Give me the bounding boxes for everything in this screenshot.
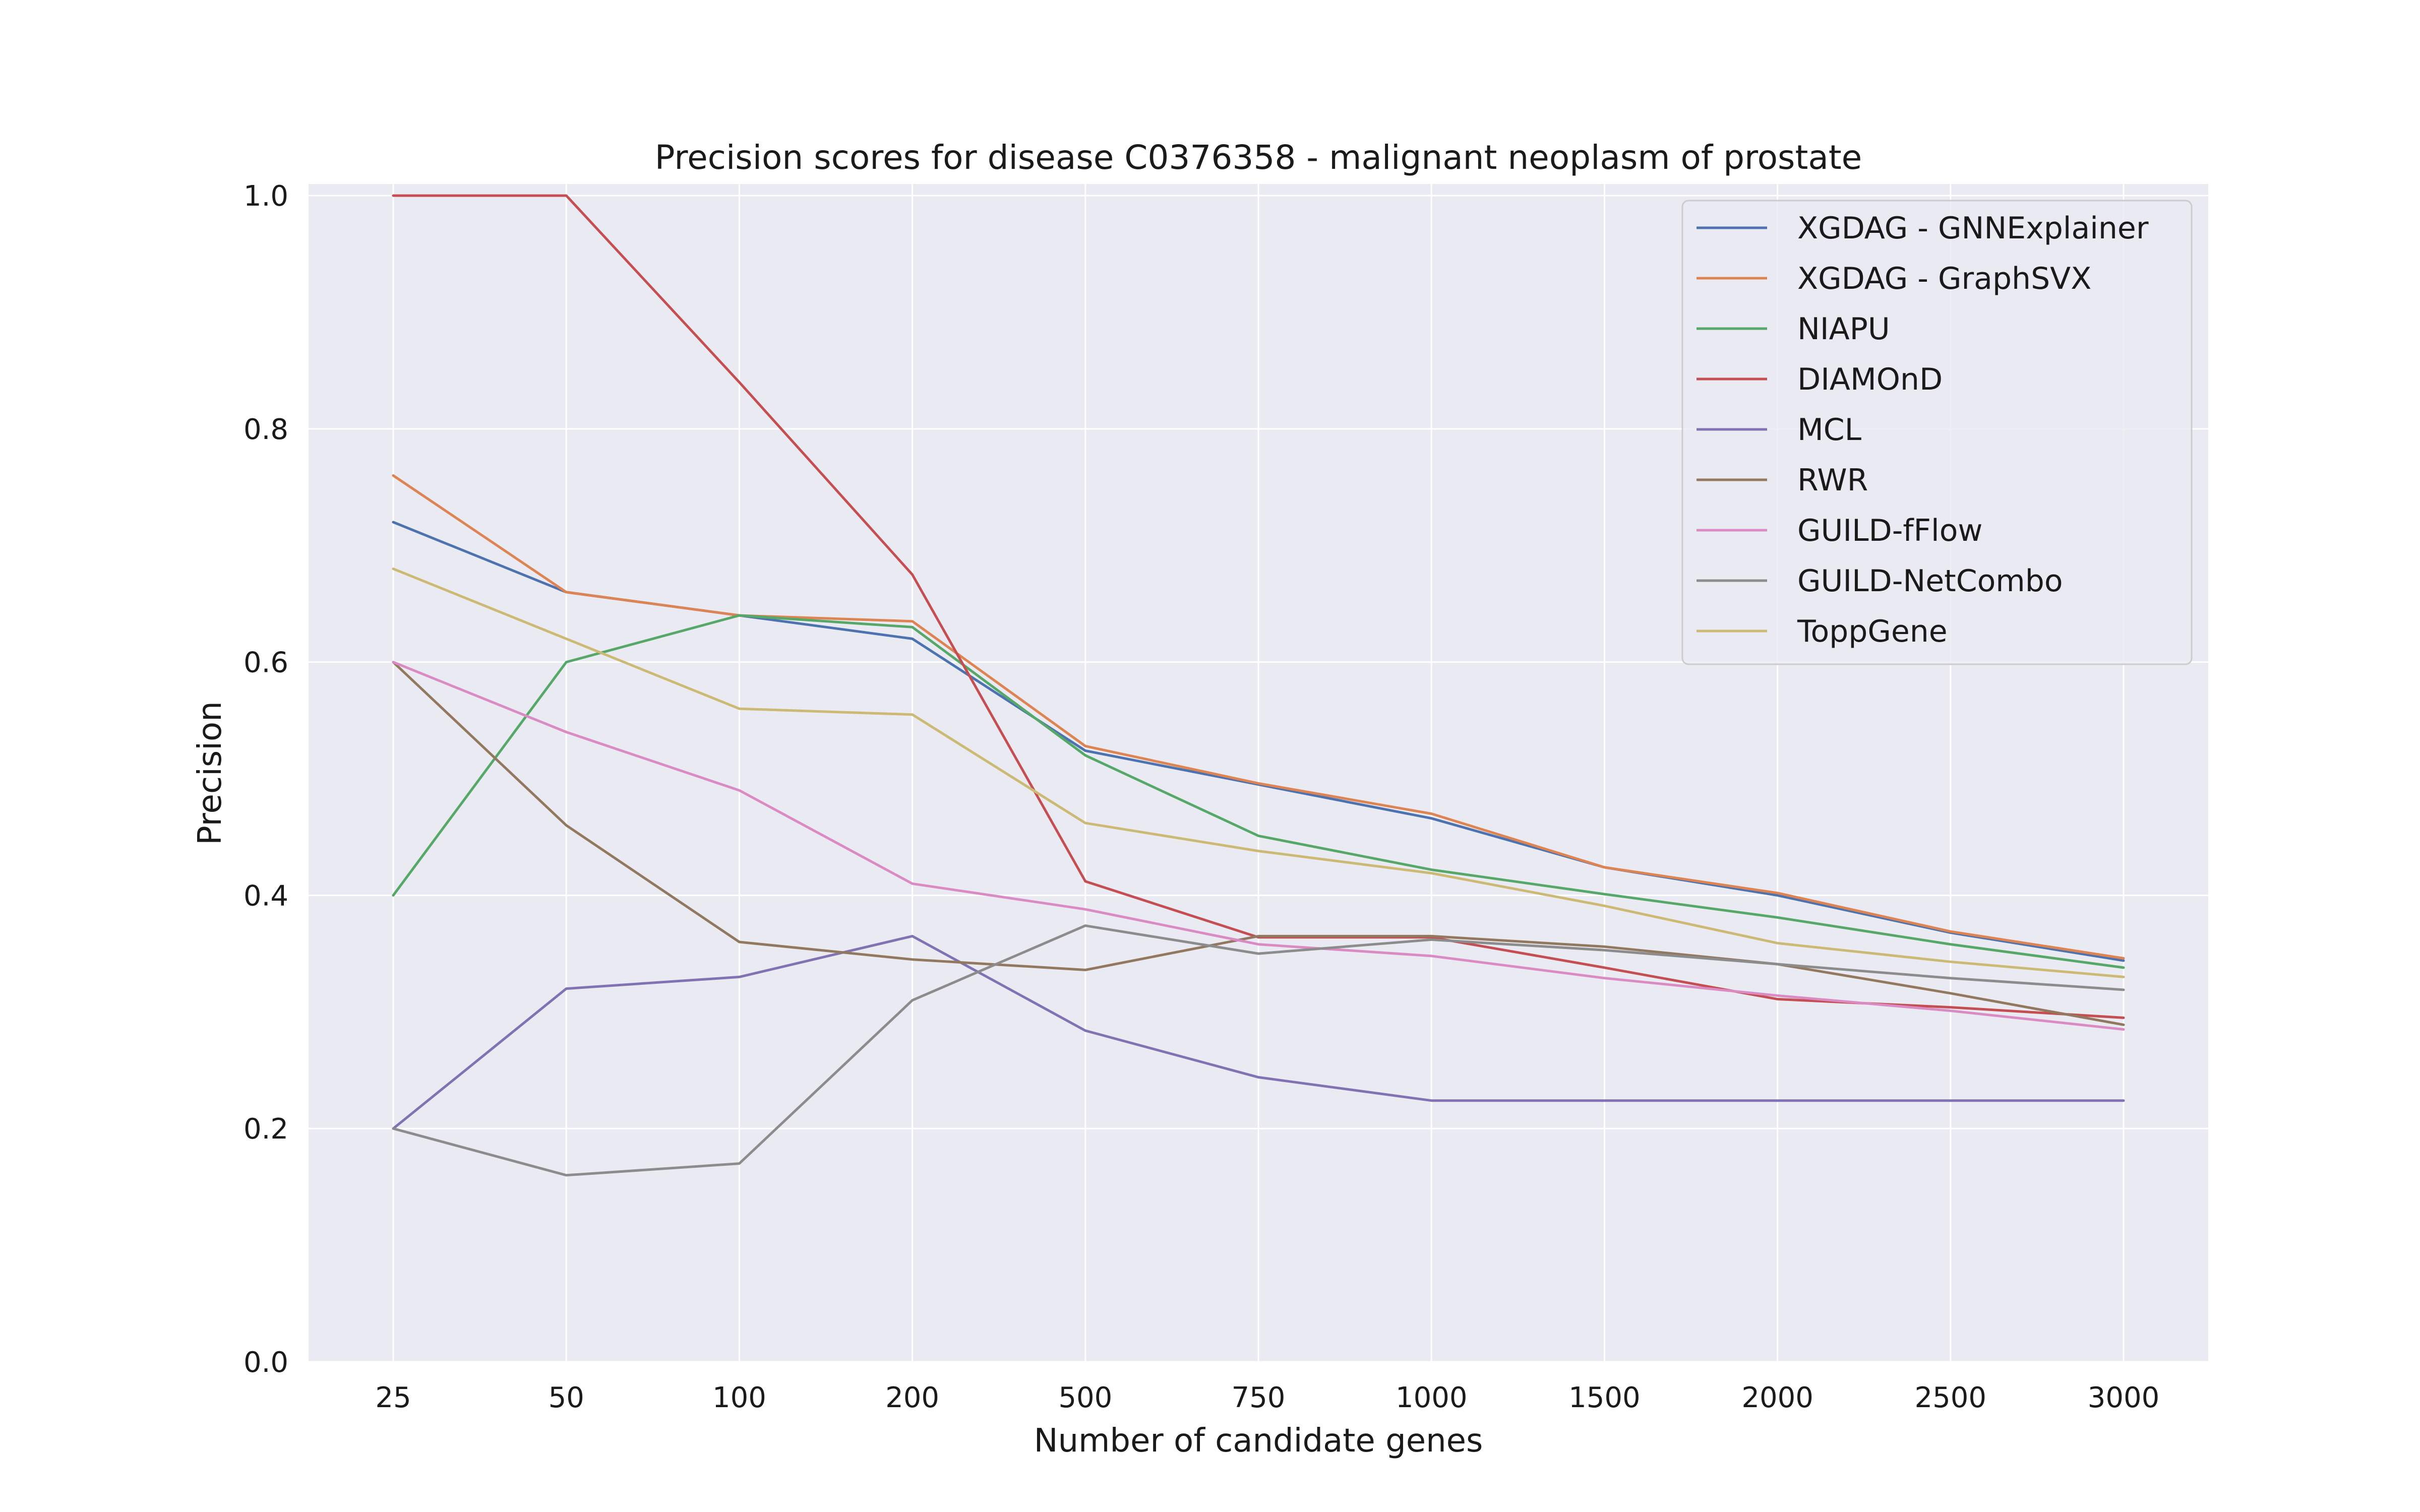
series-line-guild-fflow <box>392 661 2125 1031</box>
legend-label: XGDAG - GraphSVX <box>1797 261 2091 296</box>
x-tick-label: 500 <box>1058 1381 1112 1414</box>
series-line-mcl <box>392 934 2125 1130</box>
x-tick-label: 50 <box>549 1381 584 1414</box>
x-tick-labels: 25 50 100 200 500 750 1000 1500 2000 2500 3000 <box>375 1381 2159 1414</box>
y-tick-label: 1.0 <box>244 180 288 213</box>
legend-label: DIAMOnD <box>1797 362 1943 397</box>
x-tick-label: 1500 <box>1568 1381 1641 1414</box>
series-line-niapu <box>392 614 2125 969</box>
series-line-rwr <box>392 661 2125 1026</box>
y-axis-label: Precision <box>192 701 229 845</box>
legend-label: GUILD-fFlow <box>1797 513 1982 548</box>
x-tick-label: 2500 <box>1915 1381 1987 1414</box>
x-tick-label: 750 <box>1232 1381 1286 1414</box>
y-tick-label: 0.4 <box>244 879 288 912</box>
x-tick-label: 200 <box>885 1381 939 1414</box>
legend-label: MCL <box>1797 412 1862 448</box>
legend-box <box>1681 200 2193 665</box>
legend-label: RWR <box>1797 463 1868 498</box>
legend-label: XGDAG - GNNExplainer <box>1797 211 2149 246</box>
series-line-toppgene <box>392 568 2125 978</box>
legend: XGDAG - GNNExplainer XGDAG - GraphSVX NIAP… <box>1681 200 2193 665</box>
chart-title: Precision scores for disease C0376358 - … <box>655 138 1862 177</box>
legend-label: ToppGene <box>1797 614 1948 649</box>
legend-label: NIAPU <box>1797 311 1890 347</box>
y-tick-label: 0.8 <box>244 413 288 446</box>
x-tick-label: 25 <box>375 1381 411 1414</box>
x-tick-label: 1000 <box>1396 1381 1468 1414</box>
series-line-guild-netcombo <box>392 924 2125 1177</box>
y-tick-label: 0.2 <box>244 1113 288 1146</box>
x-axis-label: Number of candidate genes <box>1034 1422 1483 1460</box>
legend-label: GUILD-NetCombo <box>1797 563 2063 599</box>
y-tick-label: 0.6 <box>244 647 288 679</box>
x-tick-label: 3000 <box>2088 1381 2160 1414</box>
series-line-xgdag-graphsvx <box>392 474 2125 960</box>
x-tick-label: 100 <box>712 1381 766 1414</box>
series-lines <box>392 194 2125 1177</box>
y-tick-label: 0.0 <box>244 1346 288 1379</box>
y-tick-labels: 0.0 0.2 0.4 0.6 0.8 1.0 <box>244 180 288 1379</box>
x-tick-label: 2000 <box>1741 1381 1813 1414</box>
